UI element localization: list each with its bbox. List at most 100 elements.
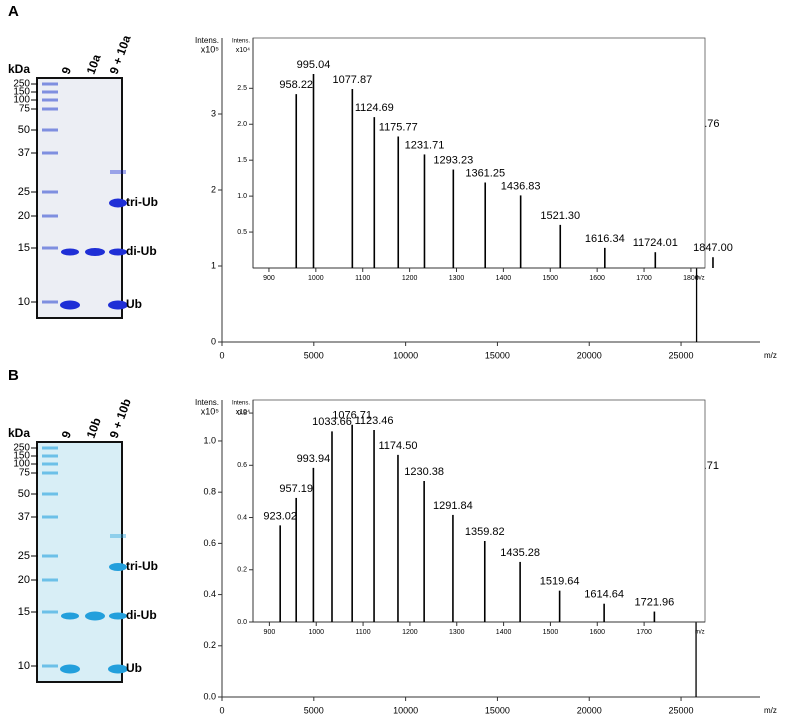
gel-band (109, 248, 127, 256)
marker-label: 25 (18, 186, 30, 198)
y-tick-label: 0.6 (237, 462, 247, 469)
y-tick-label: 0.8 (237, 410, 247, 417)
faint-band (110, 534, 126, 538)
marker-label: 20 (18, 210, 30, 222)
y-axis-label: Intens. (232, 39, 250, 45)
peak-label: 1076.71 (332, 410, 372, 422)
lane-label: 10b (84, 416, 104, 440)
y-axis-scale: x10⁴ (236, 47, 250, 54)
ladder-band (42, 90, 58, 94)
gel-unit: kDa (8, 426, 30, 440)
ladder-band (42, 664, 58, 668)
gel-band (109, 198, 127, 208)
x-tick-label: 0 (219, 350, 224, 360)
x-tick-label: 0 (219, 705, 224, 714)
x-tick-label: 1600 (589, 629, 605, 636)
peak-label: 11724.01 (633, 237, 678, 249)
y-tick-label: 2.5 (237, 85, 247, 92)
gel-band (61, 612, 79, 620)
peak-label: 1174.50 (378, 440, 417, 452)
ladder-band (42, 492, 58, 496)
marker-label: 100 (13, 459, 30, 470)
x-tick-label: 10000 (393, 705, 418, 714)
marker-label: 20 (18, 574, 30, 586)
panel-label: B (8, 367, 19, 384)
band-label: Ub (126, 297, 142, 311)
x-tick-label: 20000 (577, 705, 602, 714)
y-tick-label: 0.4 (237, 514, 247, 521)
marker-label: 10 (18, 296, 30, 308)
ladder-band (42, 462, 58, 466)
gel-unit: kDa (8, 62, 30, 76)
peak-label: 1436.83 (501, 180, 541, 192)
x-tick-label: 1700 (636, 629, 652, 636)
peak-label: 1123.46 (355, 415, 394, 427)
ladder-band (42, 554, 58, 558)
y-tick-label: 0.8 (203, 487, 216, 497)
x-tick-label: 1300 (449, 629, 465, 636)
x-tick-label: 1200 (402, 629, 418, 636)
y-tick-label: 3 (211, 108, 216, 118)
y-tick-label: 0.0 (237, 619, 247, 626)
marker-label: 15 (18, 606, 30, 618)
peak-label: 1847.00 (693, 242, 733, 254)
lane-label: 10a (84, 52, 104, 76)
marker-label: 250 (13, 443, 30, 454)
peak-label: 958.22 (279, 79, 313, 91)
marker-label: 37 (18, 147, 30, 159)
x-tick-label: 1200 (402, 275, 418, 282)
peak-label: 1361.25 (465, 167, 505, 179)
peak-label: 1175.77 (379, 121, 418, 133)
y-axis-scale: x10⁴ (236, 409, 250, 416)
peak-label: 1721.96 (635, 596, 675, 608)
x-tick-label: 1500 (543, 629, 559, 636)
y-tick-label: 0.2 (203, 640, 216, 650)
gel-band (85, 611, 105, 621)
x-tick-label: 1400 (496, 275, 512, 282)
ladder-band (42, 190, 58, 194)
gel-band (109, 612, 127, 620)
x-axis-label: m/z (695, 630, 705, 636)
ladder-band (42, 578, 58, 582)
peak-label: 1521.30 (540, 210, 580, 222)
peak-label: 1359.82 (465, 526, 505, 538)
x-tick-label: 20000 (577, 350, 602, 360)
peak-label: 1519.64 (540, 576, 580, 588)
x-tick-label: 5000 (304, 705, 324, 714)
peak-label: 1616.34 (585, 233, 625, 245)
peak-label: 1230.38 (404, 466, 444, 478)
band-label: Ub (126, 661, 142, 675)
y-tick-label: 0.5 (237, 229, 247, 236)
gel-band (60, 664, 80, 674)
x-tick-label: 1400 (496, 629, 512, 636)
peak-label: 923.02 (263, 510, 297, 522)
ladder-band (42, 214, 58, 218)
inset-frame (252, 37, 706, 269)
gel (36, 77, 123, 319)
x-tick-label: 10000 (393, 350, 418, 360)
x-tick-label: 25000 (669, 350, 694, 360)
x-tick-label: 5000 (304, 350, 324, 360)
ladder-band (42, 151, 58, 155)
x-tick-label: 1100 (355, 275, 370, 282)
y-axis-label: Intens. (195, 36, 219, 45)
ladder-band (42, 446, 58, 450)
ladder-band (42, 454, 58, 458)
inset-frame (252, 399, 706, 623)
y-axis-scale: x10⁵ (201, 406, 220, 416)
marker-label: 150 (13, 451, 30, 462)
faint-band (110, 170, 126, 174)
x-tick-label: 900 (264, 629, 276, 636)
ladder-band (42, 246, 58, 250)
x-tick-label: 1100 (356, 629, 371, 636)
ladder-band (42, 128, 58, 132)
y-tick-label: 0 (211, 336, 216, 346)
gel-band (109, 563, 127, 571)
peak-label: 1124.69 (355, 102, 394, 114)
peak-label: 1614.64 (584, 589, 624, 601)
y-tick-label: 0.6 (203, 538, 216, 548)
x-tick-label: 1500 (542, 275, 558, 282)
peak-label: 957.19 (279, 483, 313, 495)
y-tick-label: 1.0 (203, 435, 216, 445)
x-tick-label: 1800 (683, 275, 699, 282)
